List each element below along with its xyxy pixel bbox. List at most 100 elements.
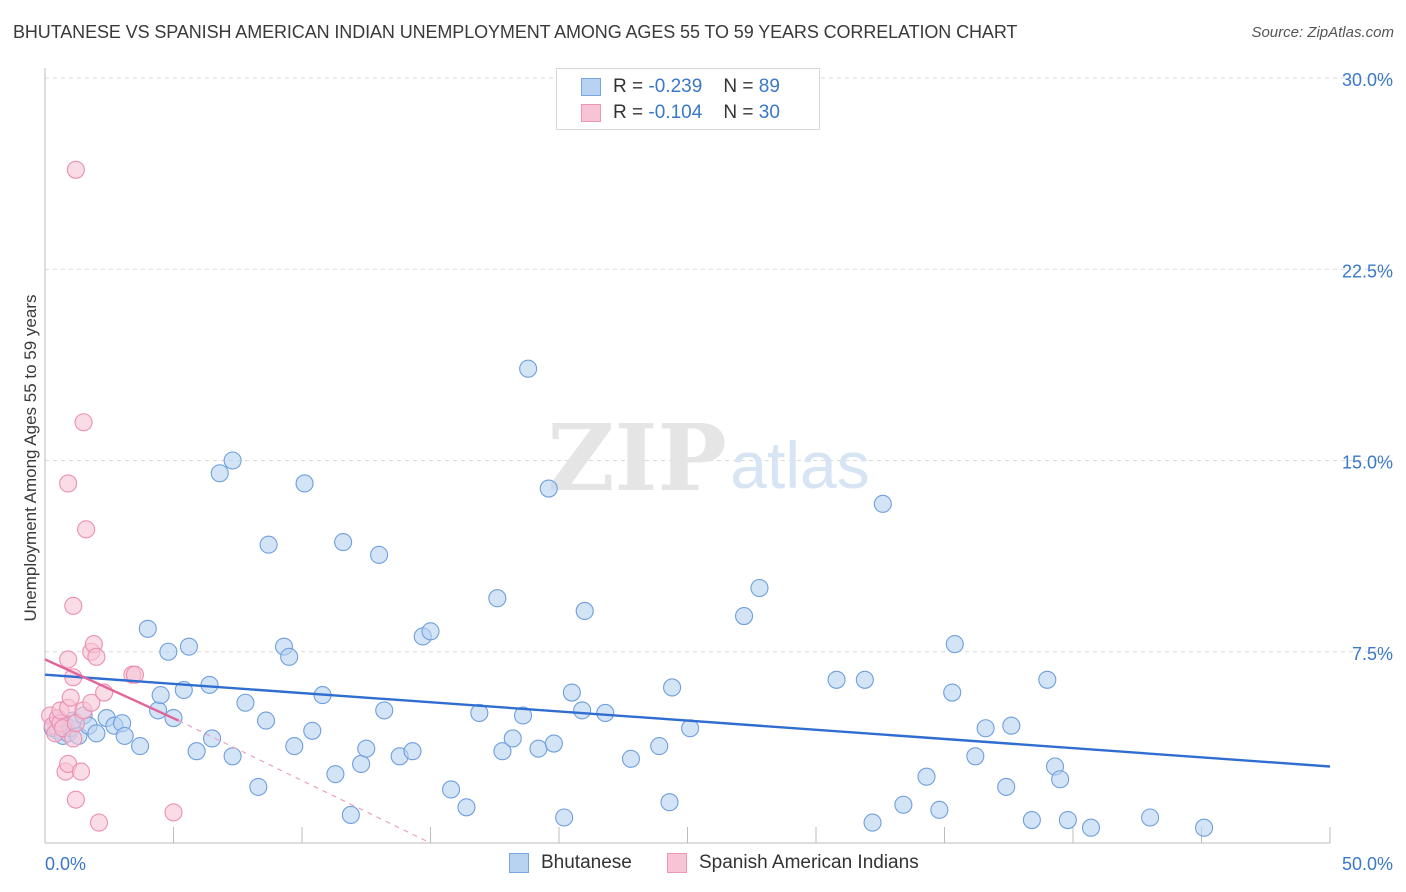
spanish-american-indian-point xyxy=(87,647,106,666)
bhutanese-point xyxy=(115,726,134,745)
bhutanese-point xyxy=(256,711,276,730)
bhutanese-point xyxy=(352,754,371,774)
series-legend-bhutanese[interactable]: Bhutanese xyxy=(509,852,632,874)
spanish-american-indian-point xyxy=(89,813,109,832)
legend-row-bhutanese: R = -0.239 N = 89 xyxy=(581,75,780,99)
series-swatch-blue xyxy=(509,853,529,873)
bhutanese-point xyxy=(131,737,150,756)
bhutanese-point xyxy=(1022,810,1041,830)
spanish-american-indian-point xyxy=(71,762,91,781)
legend-r-label: R = xyxy=(613,76,644,97)
bhutanese-point xyxy=(529,739,548,758)
bhutanese-point xyxy=(280,647,299,666)
bhutanese-point xyxy=(303,721,322,740)
x-tick-label: 50.0% xyxy=(1342,854,1393,874)
spanish-american-indian-point xyxy=(64,596,83,615)
spanish-american-indian-point xyxy=(125,665,144,684)
bhutanese-point xyxy=(421,622,440,641)
y-tick-label: 30.0% xyxy=(1342,70,1393,90)
bhutanese-point xyxy=(596,703,615,723)
bhutanese-point xyxy=(357,739,376,758)
y-tick-label: 15.0% xyxy=(1342,453,1393,473)
spanish-american-indian-point xyxy=(164,803,183,822)
watermark: ZIP atlas xyxy=(547,404,869,512)
bhutanese-point xyxy=(1141,808,1160,827)
tick-layer: 7.5% 15.0% 22.5% 30.0% 0.0% 50.0% xyxy=(45,70,1393,874)
bhutanese-point xyxy=(917,767,936,786)
spanish-american-indian-trend-line xyxy=(44,658,180,722)
trend-layer xyxy=(44,658,1331,844)
y-tick-label: 22.5% xyxy=(1342,261,1393,281)
bhutanese-point xyxy=(555,808,574,827)
bhutanese-point xyxy=(863,813,882,832)
bhutanese-point xyxy=(210,464,229,483)
bhutanese-point xyxy=(573,701,592,720)
bhutanese-point xyxy=(650,737,669,756)
bhutanese-point xyxy=(855,670,874,689)
bhutanese-point xyxy=(1081,818,1101,837)
bhutanese-point xyxy=(470,703,489,723)
watermark-zip: ZIP xyxy=(547,404,726,512)
bhutanese-point xyxy=(403,742,422,761)
bhutanese-point xyxy=(87,724,106,743)
bhutanese-point xyxy=(375,701,394,720)
bhutanese-point xyxy=(151,686,170,705)
bhutanese-point xyxy=(562,683,581,702)
bhutanese-point xyxy=(1195,818,1214,837)
bhutanese-point xyxy=(138,619,157,638)
series-label-spanish-american-indians: Spanish American Indians xyxy=(699,852,919,873)
bhutanese-point xyxy=(326,765,345,784)
bhutanese-point xyxy=(295,474,314,493)
bhutanese-point xyxy=(457,798,476,817)
grid-layer xyxy=(45,77,1392,653)
bhutanese-point xyxy=(734,606,754,626)
bhutanese-point xyxy=(285,737,304,756)
bhutanese-point xyxy=(930,800,949,819)
bhutanese-point xyxy=(1051,770,1070,789)
chart-title: BHUTANESE VS SPANISH AMERICAN INDIAN UNE… xyxy=(13,22,1018,42)
bhutanese-point xyxy=(966,747,985,766)
bhutanese-point xyxy=(187,742,206,761)
bhutanese-point xyxy=(503,729,522,748)
bhutanese-point xyxy=(488,589,507,608)
bhutanese-point xyxy=(370,545,389,564)
bhutanese-point xyxy=(1002,716,1021,735)
bhutanese-point xyxy=(827,670,846,689)
spanish-american-indian-point xyxy=(74,413,93,432)
spanish-american-indian-point xyxy=(66,790,85,809)
source-label: Source: ZipAtlas.com xyxy=(1251,24,1394,41)
legend-r-value: -0.239 xyxy=(648,76,703,97)
bhutanese-point xyxy=(203,729,222,748)
bhutanese-trend-line xyxy=(44,673,1331,768)
bhutanese-point xyxy=(159,642,178,661)
legend-n-label: N = xyxy=(723,102,754,123)
spanish-american-indian-point xyxy=(82,693,101,712)
bhutanese-point xyxy=(179,637,198,656)
legend-swatch-pink xyxy=(581,104,601,122)
series-legend: Bhutanese Spanish American Indians xyxy=(0,852,1406,878)
series-label-bhutanese: Bhutanese xyxy=(541,852,632,873)
bhutanese-point xyxy=(539,479,558,498)
bhutanese-point xyxy=(621,749,641,768)
bhutanese-point xyxy=(873,494,892,513)
bhutanese-point xyxy=(575,601,594,621)
spanish-american-indian-trend-extension xyxy=(178,720,431,844)
series-legend-spanish-american-indians[interactable]: Spanish American Indians xyxy=(667,852,919,874)
correlation-legend: R = -0.239 N = 89 R = -0.104 N = 30 xyxy=(556,68,820,130)
bhutanese-point xyxy=(750,578,769,598)
spanish-american-indian-point xyxy=(61,688,80,707)
spanish-american-indian-point xyxy=(66,160,85,179)
bhutanese-point xyxy=(493,742,512,761)
spanish-american-indian-point xyxy=(59,650,78,669)
bhutanese-point xyxy=(519,359,538,378)
bhutanese-point xyxy=(943,683,962,702)
bhutanese-point xyxy=(249,777,268,796)
bhutanese-point xyxy=(976,719,995,738)
bhutanese-point xyxy=(660,793,679,812)
legend-n-label: N = xyxy=(723,76,754,97)
bhutanese-point xyxy=(894,795,913,814)
bhutanese-point xyxy=(544,734,563,753)
bhutanese-point xyxy=(442,780,461,799)
spanish-american-indian-point xyxy=(59,474,78,493)
